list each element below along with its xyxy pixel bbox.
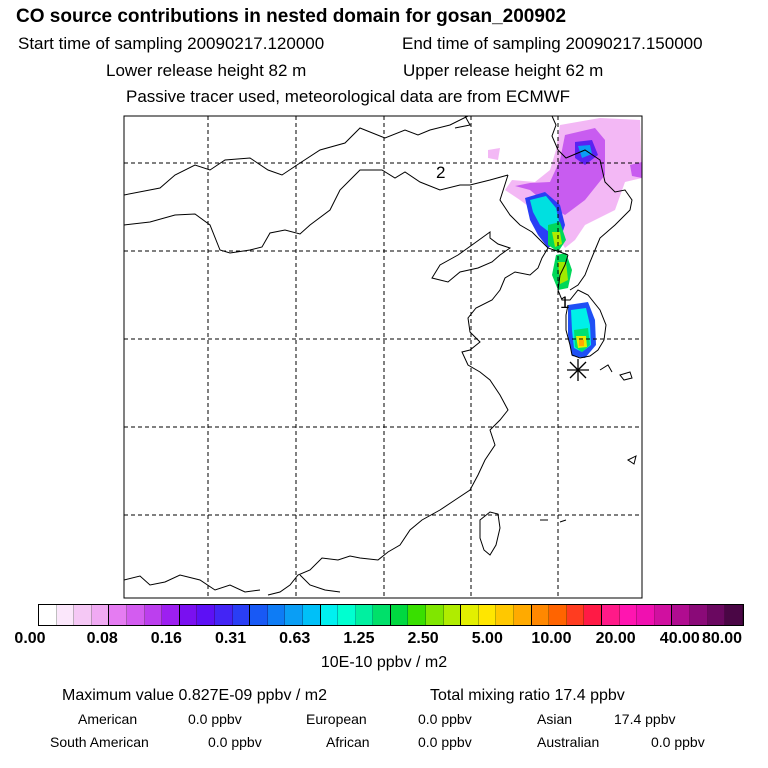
asterisk-icon — [567, 359, 589, 381]
tracer-info-label: Passive tracer used, meteorological data… — [126, 87, 571, 106]
region-name-south-american: South American — [50, 734, 149, 750]
colorbar-segment — [514, 605, 532, 625]
colorbar-segment — [689, 605, 708, 625]
region-name-australian: Australian — [537, 734, 600, 750]
region-name-american: American — [78, 711, 138, 727]
region-value-south-american: 0.0 ppbv — [208, 734, 262, 750]
colorbar-segment — [496, 605, 515, 625]
region-value-african: 0.0 ppbv — [418, 734, 472, 750]
graticule — [124, 116, 642, 598]
colorbar-segment — [267, 605, 286, 625]
concentration-plume — [488, 118, 642, 358]
marker-label-1: 1 — [560, 293, 569, 312]
region-value-australian: 0.0 ppbv — [651, 734, 705, 750]
marker-label-2: 2 — [436, 163, 445, 182]
plot-title: CO source contributions in nested domain… — [16, 6, 567, 27]
colorbar-segment — [126, 605, 145, 625]
colorbar-segment — [637, 605, 655, 625]
colorbar-tick-label: 1.25 — [343, 630, 375, 647]
colorbar-segment — [584, 605, 602, 625]
colorbar-segment — [654, 605, 673, 625]
map-frame — [123, 115, 643, 599]
colorbar-segment — [285, 605, 303, 625]
coastlines — [124, 116, 637, 596]
colorbar-tick-label: 5.00 — [471, 630, 503, 647]
end-time-label: End time of sampling 20090217.150000 — [402, 34, 703, 53]
start-time-label: Start time of sampling 20090217.120000 — [18, 34, 325, 53]
colorbar-tick-label: 0.31 — [214, 630, 247, 647]
colorbar-units: 10E-10 ppbv / m2 — [320, 654, 448, 671]
colorbar-segment — [109, 605, 127, 625]
colorbar-segment — [443, 605, 462, 625]
colorbar-tick-labels: 0.00 0.08 0.16 0.31 0.63 1.25 2.50 5.00 10.00 20.… — [0, 630, 768, 650]
colorbar-segment — [478, 605, 497, 625]
colorbar-segment — [179, 605, 198, 625]
colorbar-tick-label: 0.00 — [14, 630, 46, 647]
colorbar-segment — [74, 605, 92, 625]
region-name-european: European — [306, 711, 367, 727]
colorbar-segment — [373, 605, 391, 625]
colorbar-segment — [144, 605, 163, 625]
colorbar-segment — [232, 605, 251, 625]
colorbar-segment — [355, 605, 374, 625]
colorbar-segment — [162, 605, 180, 625]
colorbar-segment — [549, 605, 567, 625]
colorbar-tick-label: 0.16 — [150, 630, 182, 647]
colorbar-segment — [197, 605, 215, 625]
total-mixing-ratio-label: Total mixing ratio 17.4 ppbv — [430, 687, 625, 704]
region-name-african: African — [326, 734, 370, 750]
colorbar-segment — [461, 605, 479, 625]
colorbar — [38, 604, 744, 626]
colorbar-segment — [320, 605, 339, 625]
colorbar-segment — [602, 605, 620, 625]
colorbar-segment — [566, 605, 585, 625]
colorbar-segment — [426, 605, 444, 625]
colorbar-segment — [91, 605, 110, 625]
colorbar-segment — [302, 605, 321, 625]
colorbar-segment — [390, 605, 409, 625]
colorbar-segment — [408, 605, 427, 625]
lower-release-label: Lower release height 82 m — [106, 61, 307, 80]
max-value-label: Maximum value 0.827E-09 ppbv / m2 — [62, 687, 328, 704]
region-value-american: 0.0 ppbv — [188, 711, 242, 727]
colorbar-tick-label: 10.00 — [531, 630, 572, 647]
colorbar-segment — [56, 605, 75, 625]
colorbar-tick-label: 80.00 — [701, 630, 743, 647]
map-panel: 2 1 — [123, 115, 643, 599]
region-value-european: 0.0 ppbv — [418, 711, 472, 727]
colorbar-tick-label: 0.63 — [279, 630, 311, 647]
colorbar-segment — [39, 605, 57, 625]
colorbar-segment — [619, 605, 638, 625]
region-value-asian: 17.4 ppbv — [614, 711, 676, 727]
colorbar-segment — [338, 605, 356, 625]
colorbar-segment — [531, 605, 550, 625]
colorbar-tick-label: 2.50 — [407, 630, 439, 647]
colorbar-segment — [725, 605, 743, 625]
colorbar-tick-label: 20.00 — [595, 630, 636, 647]
colorbar-tick-label: 0.08 — [86, 630, 118, 647]
colorbar-segment — [707, 605, 726, 625]
region-name-asian: Asian — [537, 711, 573, 727]
colorbar-segment — [672, 605, 690, 625]
colorbar-segment — [214, 605, 233, 625]
upper-release-label: Upper release height 62 m — [403, 61, 604, 80]
colorbar-segment — [250, 605, 268, 625]
colorbar-tick-label: 40.00 — [659, 630, 700, 647]
